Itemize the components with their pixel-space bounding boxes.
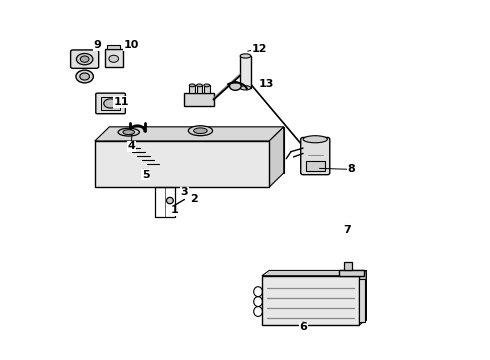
Ellipse shape <box>196 84 202 87</box>
Text: 1: 1 <box>171 205 179 215</box>
Polygon shape <box>109 127 284 173</box>
Ellipse shape <box>303 136 327 143</box>
Ellipse shape <box>204 84 210 87</box>
Polygon shape <box>269 127 284 187</box>
Text: 13: 13 <box>259 79 274 89</box>
Ellipse shape <box>104 99 117 108</box>
Ellipse shape <box>189 84 195 87</box>
Bar <box>204 85 210 93</box>
Ellipse shape <box>80 73 90 80</box>
Bar <box>95 141 269 187</box>
Bar <box>104 49 123 67</box>
Ellipse shape <box>240 54 251 58</box>
Text: 2: 2 <box>190 194 198 204</box>
Ellipse shape <box>194 128 207 134</box>
Bar <box>240 56 251 88</box>
Text: 9: 9 <box>93 40 101 50</box>
Bar <box>107 45 121 49</box>
FancyBboxPatch shape <box>301 138 330 175</box>
Text: 6: 6 <box>299 322 307 332</box>
Bar <box>306 161 325 171</box>
Bar <box>344 261 352 270</box>
Text: 11: 11 <box>114 97 129 107</box>
Ellipse shape <box>76 70 94 83</box>
Polygon shape <box>269 270 366 320</box>
Bar <box>340 270 364 276</box>
Polygon shape <box>262 270 366 276</box>
Ellipse shape <box>109 55 119 62</box>
Text: 4: 4 <box>127 141 135 151</box>
Text: 7: 7 <box>343 225 351 235</box>
Text: 10: 10 <box>123 40 139 50</box>
Bar <box>100 97 121 110</box>
Ellipse shape <box>118 128 139 136</box>
Bar <box>189 85 195 93</box>
FancyBboxPatch shape <box>96 93 125 114</box>
Bar <box>359 279 365 322</box>
Bar <box>196 85 202 93</box>
Ellipse shape <box>123 130 135 135</box>
Polygon shape <box>95 127 284 141</box>
Ellipse shape <box>80 56 89 62</box>
Polygon shape <box>359 270 366 325</box>
Ellipse shape <box>229 82 241 90</box>
Text: 8: 8 <box>348 165 355 174</box>
FancyBboxPatch shape <box>71 50 98 68</box>
Text: 3: 3 <box>181 188 188 197</box>
Text: 12: 12 <box>252 44 267 54</box>
Ellipse shape <box>76 54 93 65</box>
Bar <box>155 187 175 217</box>
Ellipse shape <box>188 126 213 136</box>
Bar <box>262 276 359 325</box>
Ellipse shape <box>240 86 251 90</box>
Text: 5: 5 <box>142 170 149 180</box>
Bar <box>184 93 214 105</box>
Ellipse shape <box>167 197 173 204</box>
